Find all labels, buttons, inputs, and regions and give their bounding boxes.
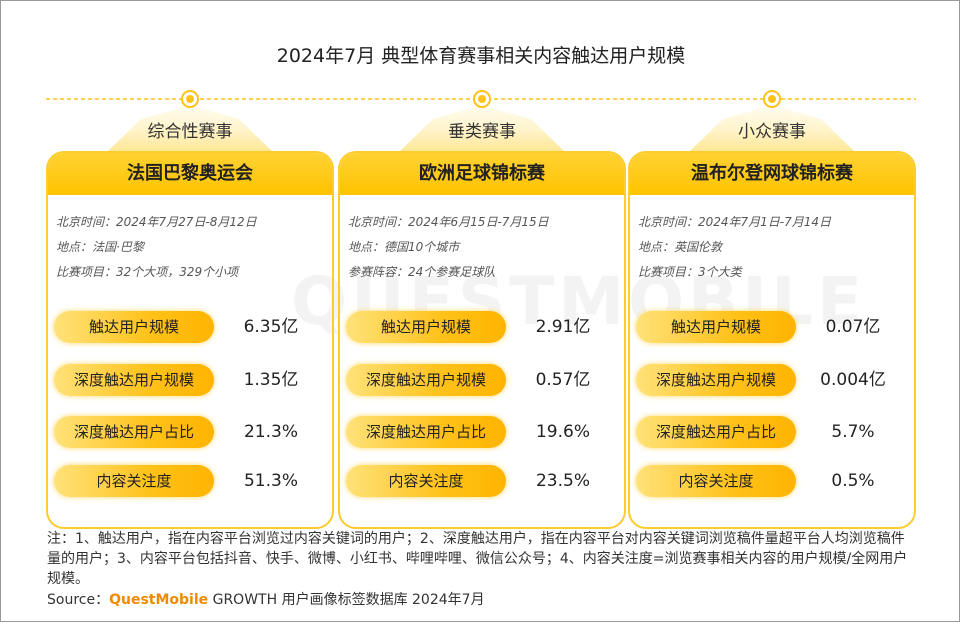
event-name: 欧洲足球锦标赛 xyxy=(340,153,624,195)
metric-value: 21.3% xyxy=(243,422,298,442)
metric-label: 触达用户规模 xyxy=(346,311,506,343)
event-info: 地点：法国·巴黎 xyxy=(56,240,144,254)
metric-value: 5.7% xyxy=(831,422,875,442)
metric-value: 19.6% xyxy=(535,422,590,442)
metric-value: 51.3% xyxy=(243,471,298,491)
node-dot xyxy=(478,95,486,103)
source-text: GROWTH 用户画像标签数据库 2024年7月 xyxy=(212,592,485,608)
metric-value: 2.91亿 xyxy=(535,317,591,337)
metric-value: 1.35亿 xyxy=(243,370,299,390)
event-name: 法国巴黎奥运会 xyxy=(48,153,332,195)
title: 2024年7月 典型体育赛事相关内容触达用户规模 xyxy=(276,45,686,67)
source: Source：QuestMobile GROWTH 用户画像标签数据库 2024… xyxy=(47,589,485,609)
metric-value: 0.57亿 xyxy=(535,370,591,390)
category-fan xyxy=(688,105,856,153)
event-info: 参赛阵容：24个参赛足球队 xyxy=(348,265,496,279)
metric-label: 内容关注度 xyxy=(54,465,214,497)
category: 综合性赛事 xyxy=(147,122,233,142)
category-fan xyxy=(106,105,274,153)
metric-value: 23.5% xyxy=(535,471,590,491)
category: 垂类赛事 xyxy=(448,122,516,142)
metric-label: 触达用户规模 xyxy=(636,311,796,343)
event-info: 地点：德国10个城市 xyxy=(348,240,460,254)
note: 注：1、触达用户，指在内容平台浏览过内容关键词的用户；2、深度触达用户，指在内容… xyxy=(47,531,908,587)
event-info: 比赛项目：32个大项，329个小项 xyxy=(56,265,239,279)
event-card: 法国巴黎奥运会 xyxy=(46,151,334,529)
metric-label: 深度触达用户占比 xyxy=(54,416,214,448)
event-info: 北京时间：2024年7月1日-7月14日 xyxy=(638,215,832,229)
metric-label: 深度触达用户占比 xyxy=(636,416,796,448)
metric-value: 0.5% xyxy=(831,471,875,491)
metric-label: 内容关注度 xyxy=(346,465,506,497)
metric-label: 触达用户规模 xyxy=(54,311,214,343)
event-card: 温布尔登网球锦标赛 xyxy=(628,151,916,529)
metric-label: 深度触达用户占比 xyxy=(346,416,506,448)
decor xyxy=(46,90,916,153)
source-brand: QuestMobile xyxy=(109,592,209,608)
event-card: 欧洲足球锦标赛 xyxy=(338,151,626,529)
metric-label: 深度触达用户规模 xyxy=(54,364,214,396)
event-info: 比赛项目：3个大类 xyxy=(638,265,742,279)
event-info: 地点：英国伦敦 xyxy=(638,240,723,254)
metric-value: 6.35亿 xyxy=(243,317,299,337)
metric-label: 深度触达用户规模 xyxy=(636,364,796,396)
node-dot xyxy=(186,95,194,103)
node-dot xyxy=(768,95,776,103)
event-name: 温布尔登网球锦标赛 xyxy=(630,153,914,195)
category: 小众赛事 xyxy=(738,122,806,142)
category-fan xyxy=(398,105,566,153)
metric-value: 0.004亿 xyxy=(820,370,886,390)
metric-label: 内容关注度 xyxy=(636,465,796,497)
source-label: Source： xyxy=(47,592,110,608)
event-info: 北京时间：2024年6月15日-7月15日 xyxy=(348,215,549,229)
event-info: 北京时间：2024年7月27日-8月12日 xyxy=(56,215,257,229)
metric-label: 深度触达用户规模 xyxy=(346,364,506,396)
metric-value: 0.07亿 xyxy=(825,317,881,337)
